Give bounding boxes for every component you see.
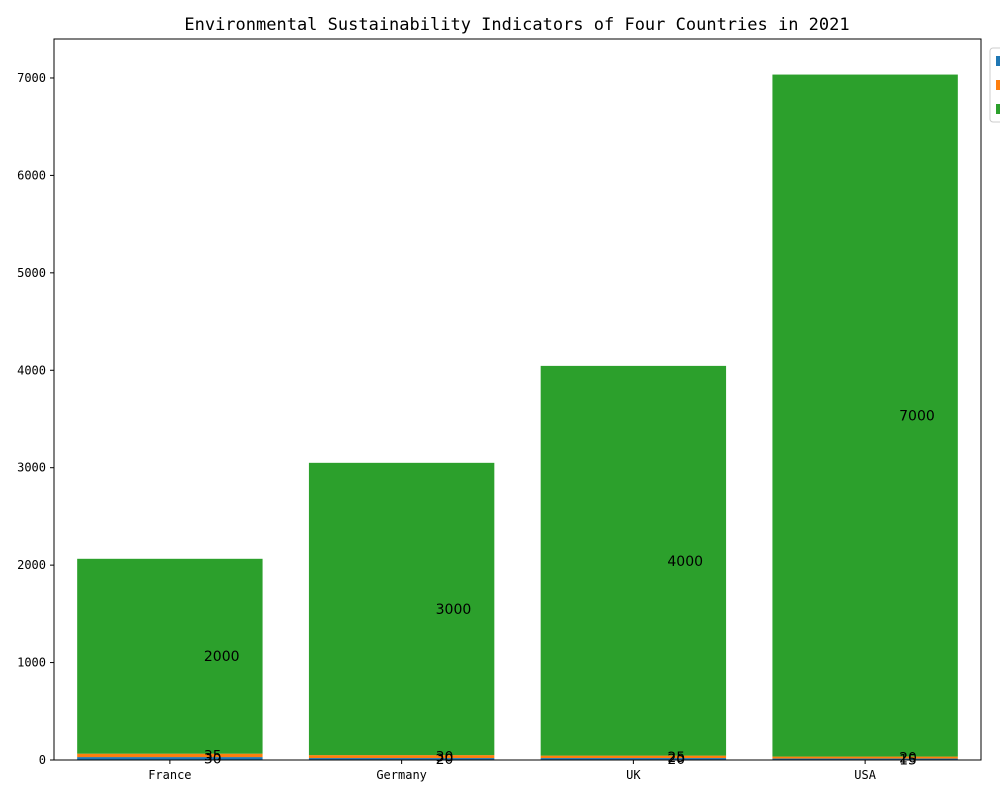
y-tick-label: 5000 [17, 266, 46, 280]
bar-segment-usa-series-2 [772, 756, 958, 759]
x-tick-label: USA [854, 768, 876, 782]
legend-swatch-series-2 [996, 80, 1000, 90]
plot-frame [53, 38, 982, 761]
bar-segment-germany-series-3 [308, 462, 495, 756]
data-label: 3000 [436, 602, 472, 618]
y-axis: 0 1000 2000 3000 4000 5000 6000 7000 [17, 71, 54, 767]
y-tick-label: 1000 [17, 656, 46, 670]
bar-segment-germany-series-1 [308, 758, 495, 760]
data-label: 30 [436, 750, 454, 766]
y-tick-label: 6000 [17, 168, 46, 182]
legend-swatch-series-3 [996, 104, 1000, 114]
bar-segment-uk-series-3 [540, 365, 727, 756]
data-label: 25 [667, 750, 685, 766]
y-tick-label: 3000 [17, 461, 46, 475]
bar-segment-germany-series-2 [308, 755, 495, 759]
bars-layer [77, 74, 958, 760]
y-tick-label: 7000 [17, 71, 46, 85]
x-axis: France Germany UK USA [148, 760, 877, 782]
data-label: 2000 [204, 649, 240, 665]
bar-segment-uk-series-2 [540, 755, 727, 759]
legend [989, 47, 1000, 123]
data-label: 4000 [667, 554, 703, 570]
x-tick-label: UK [626, 768, 641, 782]
y-tick-label: 4000 [17, 363, 46, 377]
bar-segment-france-series-2 [77, 753, 263, 758]
x-tick-label: France [148, 768, 191, 782]
y-tick-label: 2000 [17, 558, 46, 572]
legend-box [989, 47, 1000, 123]
bar-segment-usa-series-3 [772, 74, 958, 757]
data-label: 35 [204, 748, 222, 764]
x-tick-label: Germany [376, 768, 427, 782]
data-label: 7000 [899, 409, 935, 425]
chart-title: Environmental Sustainability Indicators … [184, 15, 849, 35]
bar-segment-france-series-1 [77, 757, 263, 760]
bar-segment-uk-series-1 [540, 758, 727, 760]
y-tick-label: 0 [39, 753, 46, 767]
data-label: 20 [899, 751, 917, 767]
legend-swatch-series-1 [996, 56, 1000, 66]
bar-segment-usa-series-1 [772, 758, 958, 760]
bar-segment-france-series-3 [77, 558, 263, 754]
